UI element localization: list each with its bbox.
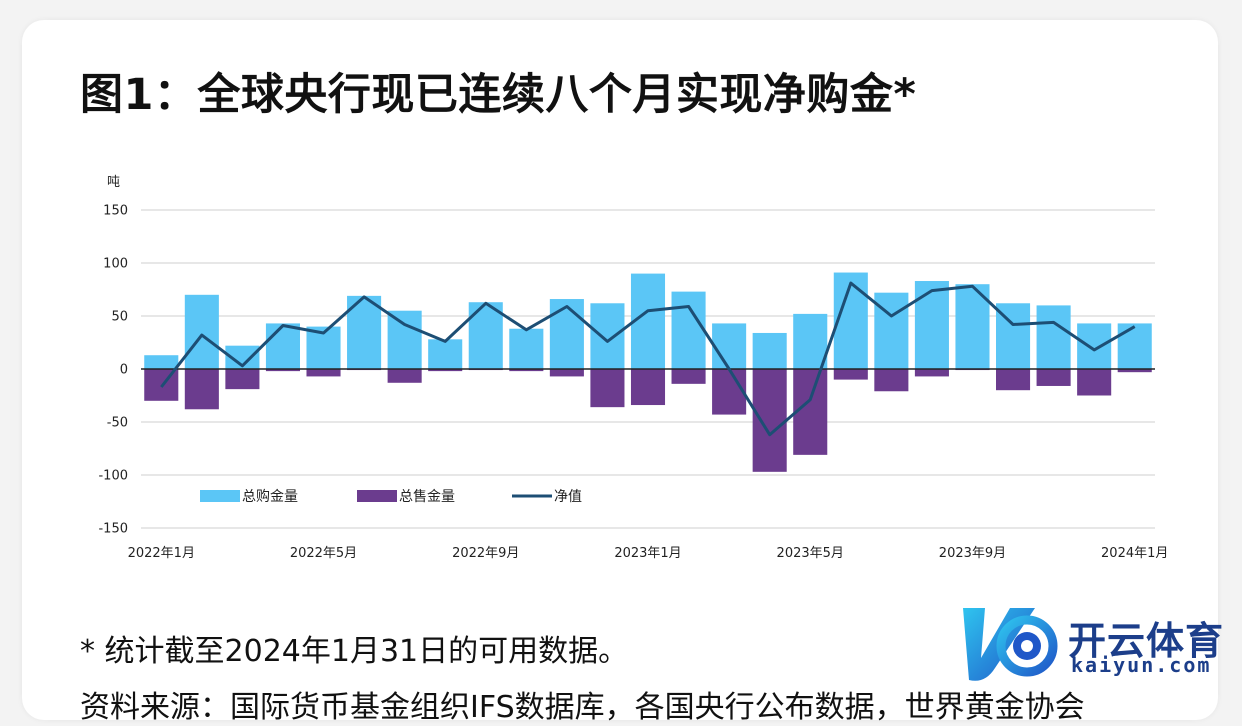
footnote: * 统计截至2024年1月31日的可用数据。 (80, 634, 629, 669)
y-tick-label: 50 (111, 310, 128, 325)
purchase-bar (509, 328, 544, 369)
purchase-bar (549, 299, 584, 369)
sale-bar (1036, 369, 1071, 386)
sale-bar (428, 369, 463, 372)
sale-bar (225, 369, 260, 390)
logo-domain: kaiyun.com (1071, 653, 1212, 677)
x-tick-label: 2022年9月 (452, 546, 519, 561)
legend-label: 总售金量 (399, 489, 455, 505)
watermark-logo: 开云体育 kaiyun.com (955, 598, 1240, 688)
sale-bar (914, 369, 949, 377)
y-unit-label: 吨 (107, 175, 120, 190)
x-tick-label: 2023年9月 (939, 546, 1006, 561)
net-series-line (160, 281, 1136, 437)
purchase-bar (225, 345, 260, 369)
purchase-bar (793, 313, 828, 369)
purchase-bar (833, 272, 868, 369)
purchase-bar (914, 281, 949, 369)
x-tick-labels: 2022年1月 2022年5月 2022年9月 2023年1月 2023年5月 2023年… (128, 546, 1169, 561)
sale-bar (590, 369, 625, 408)
purchase-bar (265, 323, 300, 369)
x-tick-label: 2022年1月 (128, 546, 195, 561)
purchase-bar (874, 292, 909, 369)
purchase-bar (590, 303, 625, 369)
sale-bar (184, 369, 219, 410)
net-line (160, 281, 1136, 437)
y-tick-label: -50 (107, 416, 128, 431)
x-tick-label: 2022年5月 (290, 546, 357, 561)
purchase-bar (144, 355, 179, 369)
purchase-bar (1036, 305, 1071, 369)
y-tick-labels: 150 100 50 0 -50 -100 -150 (98, 204, 128, 537)
legend-swatch (200, 490, 240, 502)
purchase-bar (387, 310, 422, 369)
purchase-bar (752, 332, 787, 369)
sale-bar (1117, 369, 1152, 373)
sale-bar (1077, 369, 1112, 396)
sale-bar (509, 369, 544, 372)
sale-bar (630, 369, 666, 406)
purchase-bar (184, 294, 219, 369)
legend: 总购金量 总售金量 净值 (200, 489, 582, 505)
y-tick-label: 0 (120, 363, 128, 378)
y-tick-label: -100 (98, 469, 128, 484)
y-tick-label: 100 (103, 257, 128, 272)
sale-bar (712, 369, 747, 415)
legend-label: 净值 (554, 489, 582, 505)
purchase-bar (630, 273, 666, 369)
kaiyun-logo-icon (963, 608, 1058, 681)
y-tick-label: 150 (103, 204, 128, 219)
source-note: 资料来源：国际货币基金组织IFS数据库，各国央行公布数据，世界黄金协会 (80, 690, 1085, 725)
sale-bar (833, 369, 868, 380)
purchase-bar (712, 323, 747, 369)
logo-name: 开云体育 (1068, 619, 1225, 663)
sale-bar (752, 369, 787, 472)
purchase-bar (671, 291, 706, 369)
sale-bar (874, 369, 909, 392)
bars (144, 272, 1152, 472)
purchase-bar (428, 339, 463, 369)
sale-bar (306, 369, 341, 377)
purchase-bar (1077, 323, 1112, 369)
page-title: 图1：全球央行现已连续八个月实现净购金* (80, 70, 917, 120)
sale-bar (996, 369, 1031, 391)
legend-swatch (357, 490, 397, 502)
y-tick-label: -150 (98, 522, 128, 537)
purchase-bar (1117, 323, 1152, 369)
x-tick-label: 2024年1月 (1101, 546, 1168, 561)
sale-bar (671, 369, 706, 384)
sale-bar (793, 369, 828, 455)
sale-bar (265, 369, 300, 372)
sale-bar (387, 369, 422, 383)
legend-label: 总购金量 (242, 489, 298, 505)
x-tick-label: 2023年5月 (777, 546, 844, 561)
x-tick-label: 2023年1月 (614, 546, 681, 561)
sale-bar (549, 369, 584, 377)
